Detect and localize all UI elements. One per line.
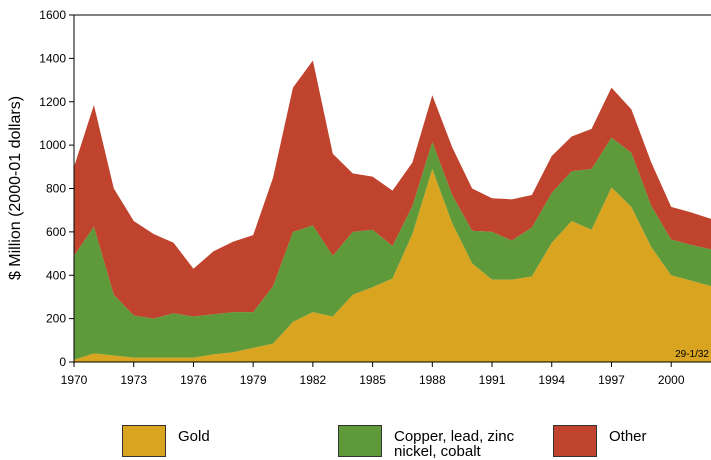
legend-item: Gold [122, 425, 318, 457]
y-tick-label: 0 [59, 355, 66, 369]
y-tick-label: 1600 [39, 8, 66, 22]
y-tick-label: 200 [46, 312, 66, 326]
legend-label: Other [609, 428, 647, 445]
area [74, 60, 711, 319]
legend-swatch [122, 425, 166, 457]
legend-item: Copper, lead, zinc nickel, cobalt [338, 425, 534, 459]
legend-label: Copper, lead, zinc nickel, cobalt [394, 428, 515, 460]
area [74, 168, 711, 362]
x-tick-label: 1982 [300, 373, 327, 387]
legend-swatch [338, 425, 382, 457]
x-tick-label: 1994 [538, 373, 565, 387]
x-tick-label: 1973 [120, 373, 147, 387]
x-tick-label: 1988 [419, 373, 446, 387]
legend-swatch [553, 425, 597, 457]
x-tick-label: 1985 [359, 373, 386, 387]
y-tick-label: 600 [46, 225, 66, 239]
x-tick-label: 1979 [240, 373, 267, 387]
plot-area [74, 60, 711, 362]
x-tick-label: 1991 [479, 373, 506, 387]
x-tick-label: 1970 [61, 373, 88, 387]
y-axis-label: $ Million (2000-01 dollars) [7, 96, 24, 280]
legend-label: Gold [178, 428, 210, 445]
x-tick-label: 1997 [598, 373, 625, 387]
y-tick-label: 1200 [39, 95, 66, 109]
y-tick-label: 1400 [39, 51, 66, 65]
annotation: 29-1/32 [675, 349, 709, 360]
x-tick-label: 1976 [180, 373, 207, 387]
y-tick-label: 400 [46, 268, 66, 282]
y-tick-label: 1000 [39, 138, 66, 152]
area [74, 137, 711, 360]
y-tick-label: 800 [46, 182, 66, 196]
legend-item: Other [553, 425, 711, 457]
x-tick-label: 2000 [658, 373, 685, 387]
